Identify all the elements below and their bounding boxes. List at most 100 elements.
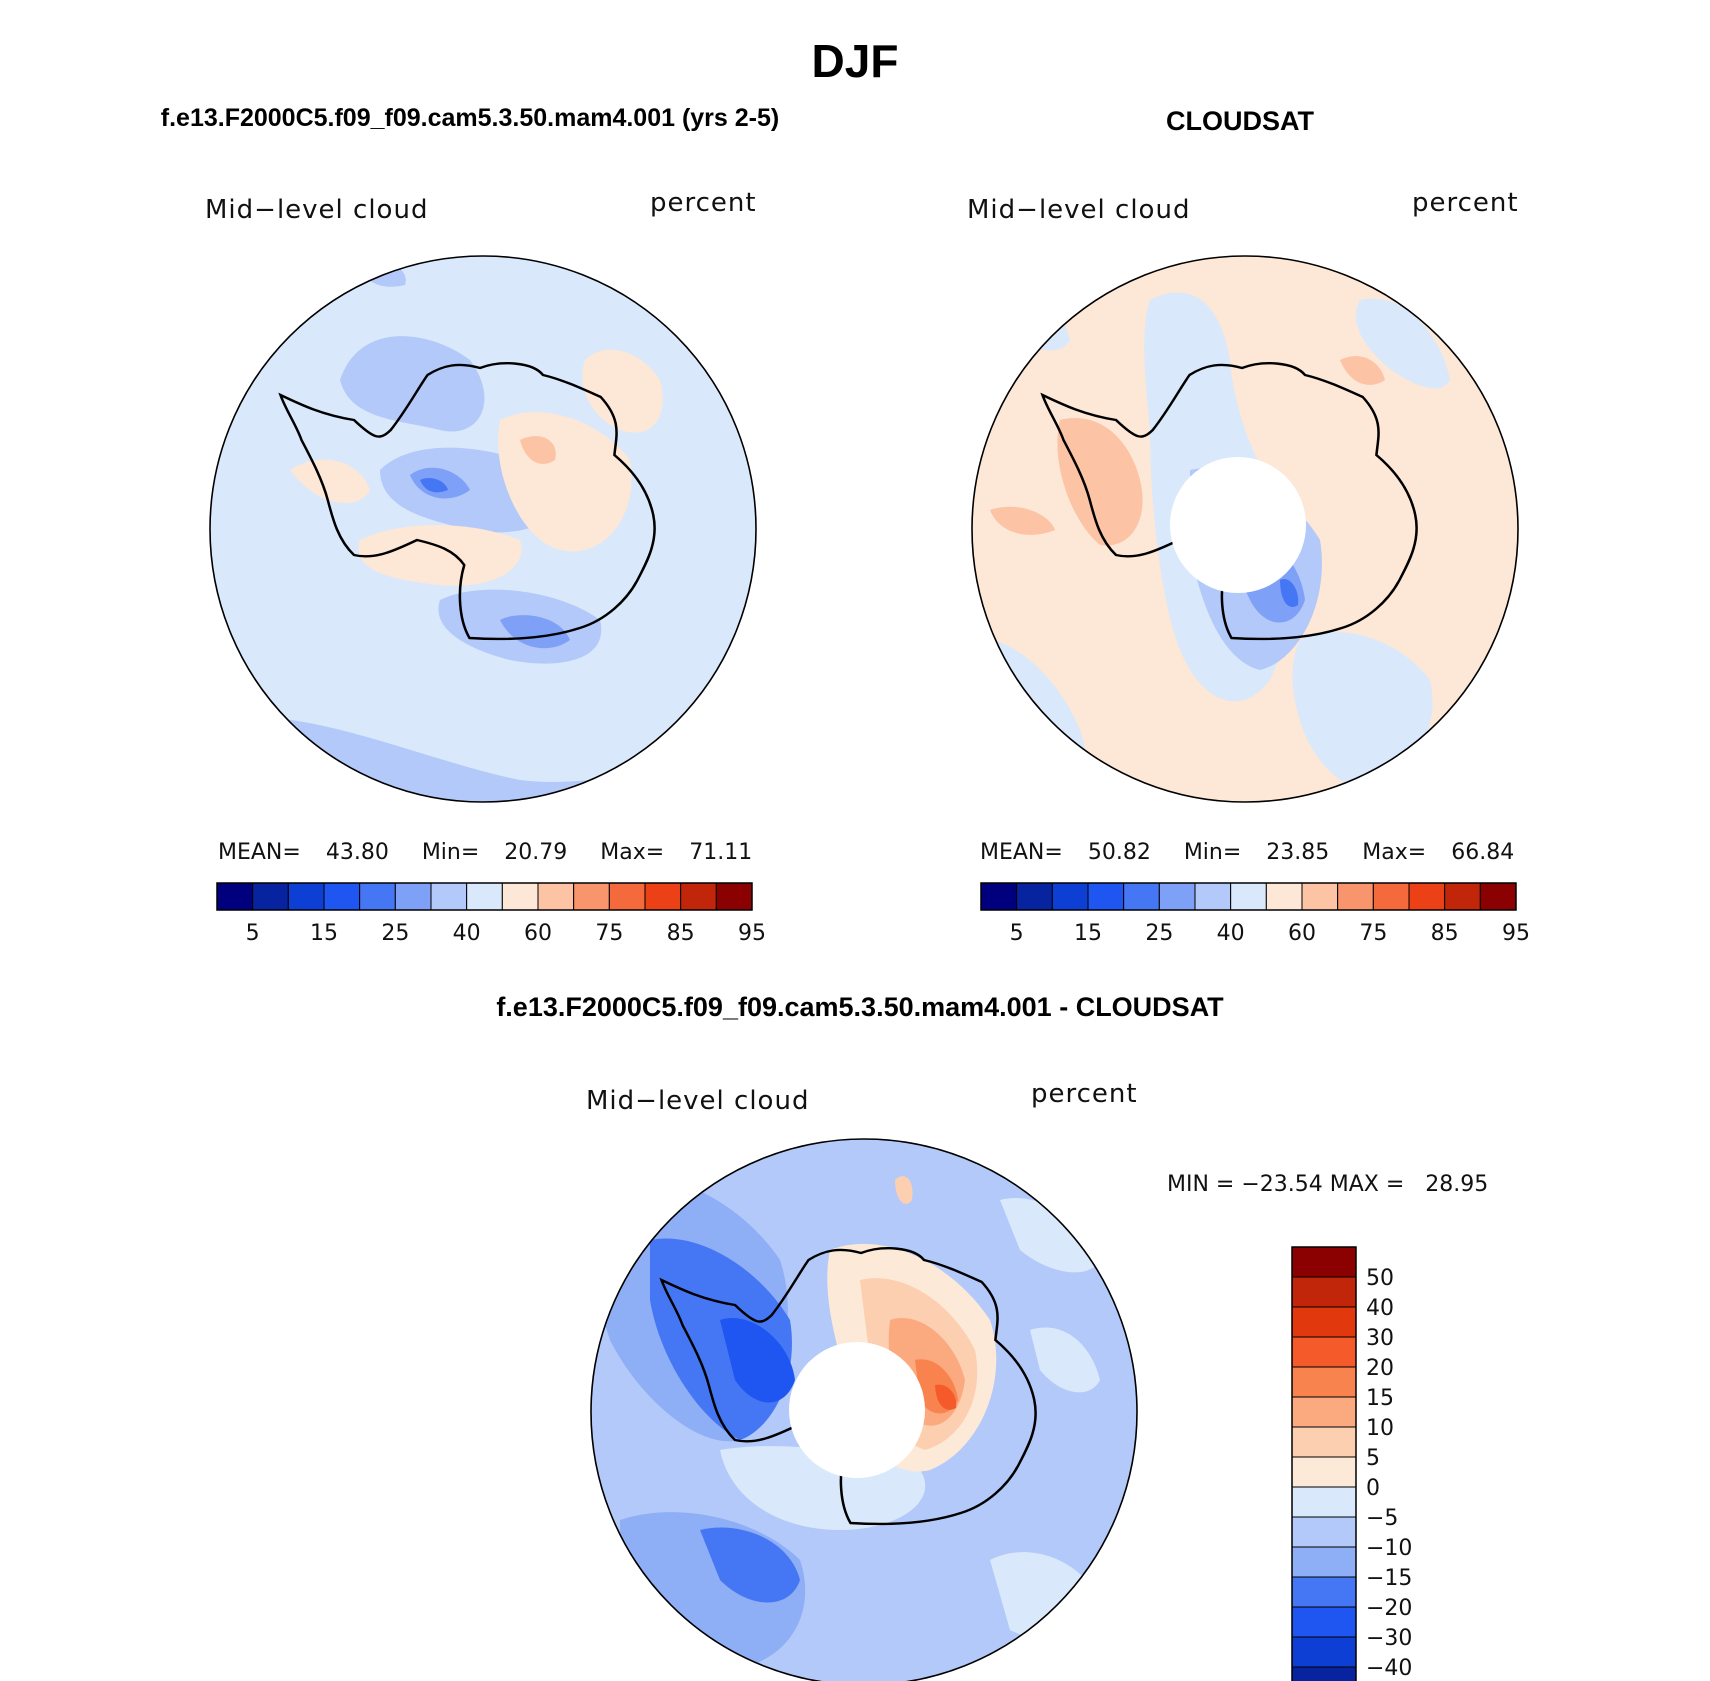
colorbar2-tick-label: 5 xyxy=(1010,921,1024,946)
colorbar1-tick-label: 15 xyxy=(310,921,338,946)
panel1-max-label: Max= xyxy=(600,840,665,865)
colorbar1-swatch xyxy=(680,882,717,911)
colorbar1-swatch xyxy=(252,882,289,911)
colorbar1-tick-label: 5 xyxy=(246,921,260,946)
colorbar2-swatch xyxy=(1408,882,1446,911)
colorbar3-swatch xyxy=(1291,1486,1357,1518)
panel1-title: f.e13.F2000C5.f09_f09.cam5.3.50.mam4.001… xyxy=(160,104,780,132)
colorbar2-swatch xyxy=(1016,882,1053,911)
colorbar3-tick-label: −40 xyxy=(1366,1656,1412,1681)
colorbar3-tick-label: 5 xyxy=(1366,1446,1380,1471)
colorbar1-swatch xyxy=(715,882,753,911)
colorbar2-swatch xyxy=(1230,882,1267,911)
panel3-units-label: percent xyxy=(1031,1079,1138,1109)
colorbar1-frame xyxy=(216,882,753,911)
colorbar3-tick-label: −10 xyxy=(1366,1536,1412,1561)
colorbar2-tick-label: 60 xyxy=(1288,921,1316,946)
panel2-min-label: Min= xyxy=(1183,840,1242,865)
colorbar1-swatch xyxy=(608,882,646,911)
colorbar3-tick-label: 30 xyxy=(1366,1326,1394,1351)
map-panel-difference xyxy=(590,1138,1138,1681)
colorbar3-tick-label: −30 xyxy=(1366,1626,1412,1651)
colorbar3-tick-label: −5 xyxy=(1366,1506,1398,1531)
map2-polar-gap xyxy=(1170,457,1306,593)
colorbar1-swatch xyxy=(287,882,325,911)
colorbar2-tick-label: 75 xyxy=(1359,921,1387,946)
colorbar2-swatch xyxy=(1087,882,1125,911)
colorbar2-swatch xyxy=(1301,882,1339,911)
colorbar1-tick-label: 75 xyxy=(595,921,623,946)
colorbar3-tick-label: 40 xyxy=(1366,1296,1394,1321)
colorbar2-tick-label: 25 xyxy=(1145,921,1173,946)
colorbar2-swatch xyxy=(1444,882,1481,911)
colorbar3-swatch xyxy=(1291,1516,1357,1548)
map-panel-model xyxy=(209,255,757,803)
colorbar3-swatch xyxy=(1291,1336,1357,1368)
colorbar-panel-cloudsat: 5 15 25 40 60 75 85 95 xyxy=(980,882,1530,946)
panel2-variable-label: Mid−level cloud xyxy=(967,195,1191,225)
colorbar1-swatch xyxy=(644,882,682,911)
colorbar3-frame xyxy=(1291,1246,1357,1681)
colorbar-panel-model: 5 15 25 40 60 75 85 95 xyxy=(216,882,766,946)
colorbar2-swatch xyxy=(1337,882,1374,911)
colorbar1-swatch xyxy=(501,882,539,911)
colorbar2-swatch xyxy=(1479,882,1517,911)
colorbar1-swatch xyxy=(430,882,468,911)
colorbar3-swatch xyxy=(1291,1606,1357,1638)
colorbar1-swatch xyxy=(394,882,432,911)
colorbar1-tick-label: 25 xyxy=(381,921,409,946)
panel2-title: CLOUDSAT xyxy=(1166,106,1314,136)
map3-polar-gap xyxy=(789,1342,925,1478)
colorbar2-swatch xyxy=(1158,882,1196,911)
colorbar3-swatch xyxy=(1291,1366,1357,1398)
colorbar1-swatch xyxy=(359,882,396,911)
colorbar3-tick-label: 10 xyxy=(1366,1416,1394,1441)
colorbar2-swatch xyxy=(1123,882,1160,911)
colorbar2-swatch xyxy=(1194,882,1232,911)
colorbar1-tick-label: 95 xyxy=(738,921,766,946)
colorbar1-swatch xyxy=(573,882,610,911)
panel1-max-value: 71.11 xyxy=(689,840,753,865)
colorbar2-swatch xyxy=(980,882,1018,911)
map-panel-cloudsat xyxy=(971,255,1519,803)
panel1-variable-label: Mid−level cloud xyxy=(205,195,429,225)
colorbar2-tick-label: 95 xyxy=(1502,921,1530,946)
colorbar3-swatch xyxy=(1291,1576,1357,1608)
panel2-max-value: 66.84 xyxy=(1451,840,1515,865)
panel2-max-label: Max= xyxy=(1362,840,1427,865)
colorbar1-swatch xyxy=(466,882,503,911)
colorbar3-swatch xyxy=(1291,1426,1357,1458)
panel1-stats: MEAN= 43.80 Min= 20.79 Max= 71.11 xyxy=(218,840,752,865)
panel2-units-label: percent xyxy=(1412,188,1519,218)
colorbar1-tick-label: 85 xyxy=(667,921,695,946)
colorbar3-tick-label: 20 xyxy=(1366,1356,1394,1381)
colorbar3-swatch xyxy=(1291,1636,1357,1668)
colorbar1-swatch xyxy=(537,882,575,911)
panel1-units-label: percent xyxy=(650,188,757,218)
map3-boundary xyxy=(590,1138,1138,1681)
colorbar3-swatch xyxy=(1291,1456,1357,1488)
panel1-mean-value: 43.80 xyxy=(325,840,389,865)
colorbar3-tick-label: 15 xyxy=(1366,1386,1394,1411)
panel3-title: f.e13.F2000C5.f09_f09.cam5.3.50.mam4.001… xyxy=(496,992,1224,1022)
colorbar1-tick-label: 60 xyxy=(524,921,552,946)
panel2-min-value: 23.85 xyxy=(1266,840,1330,865)
map1-boundary xyxy=(209,255,757,803)
colorbar3-swatch xyxy=(1291,1306,1357,1338)
panel2-mean-label: MEAN= xyxy=(980,840,1063,865)
colorbar2-frame xyxy=(980,882,1517,911)
colorbar2-tick-label: 40 xyxy=(1217,921,1245,946)
colorbar3-tick-label: −20 xyxy=(1366,1596,1412,1621)
map2-boundary xyxy=(971,255,1519,803)
panel1-min-value: 20.79 xyxy=(504,840,568,865)
colorbar3-tick-label: 0 xyxy=(1366,1476,1380,1501)
panel3-minmax: MIN = −23.54 MAX = 28.95 xyxy=(1167,1172,1489,1197)
colorbar2-swatch xyxy=(1265,882,1303,911)
colorbar3-swatch xyxy=(1291,1396,1357,1428)
colorbar3-swatch xyxy=(1291,1666,1357,1681)
colorbar3-swatch xyxy=(1291,1276,1357,1308)
panel3-variable-label: Mid−level cloud xyxy=(586,1086,810,1116)
panel1-mean-label: MEAN= xyxy=(218,840,301,865)
